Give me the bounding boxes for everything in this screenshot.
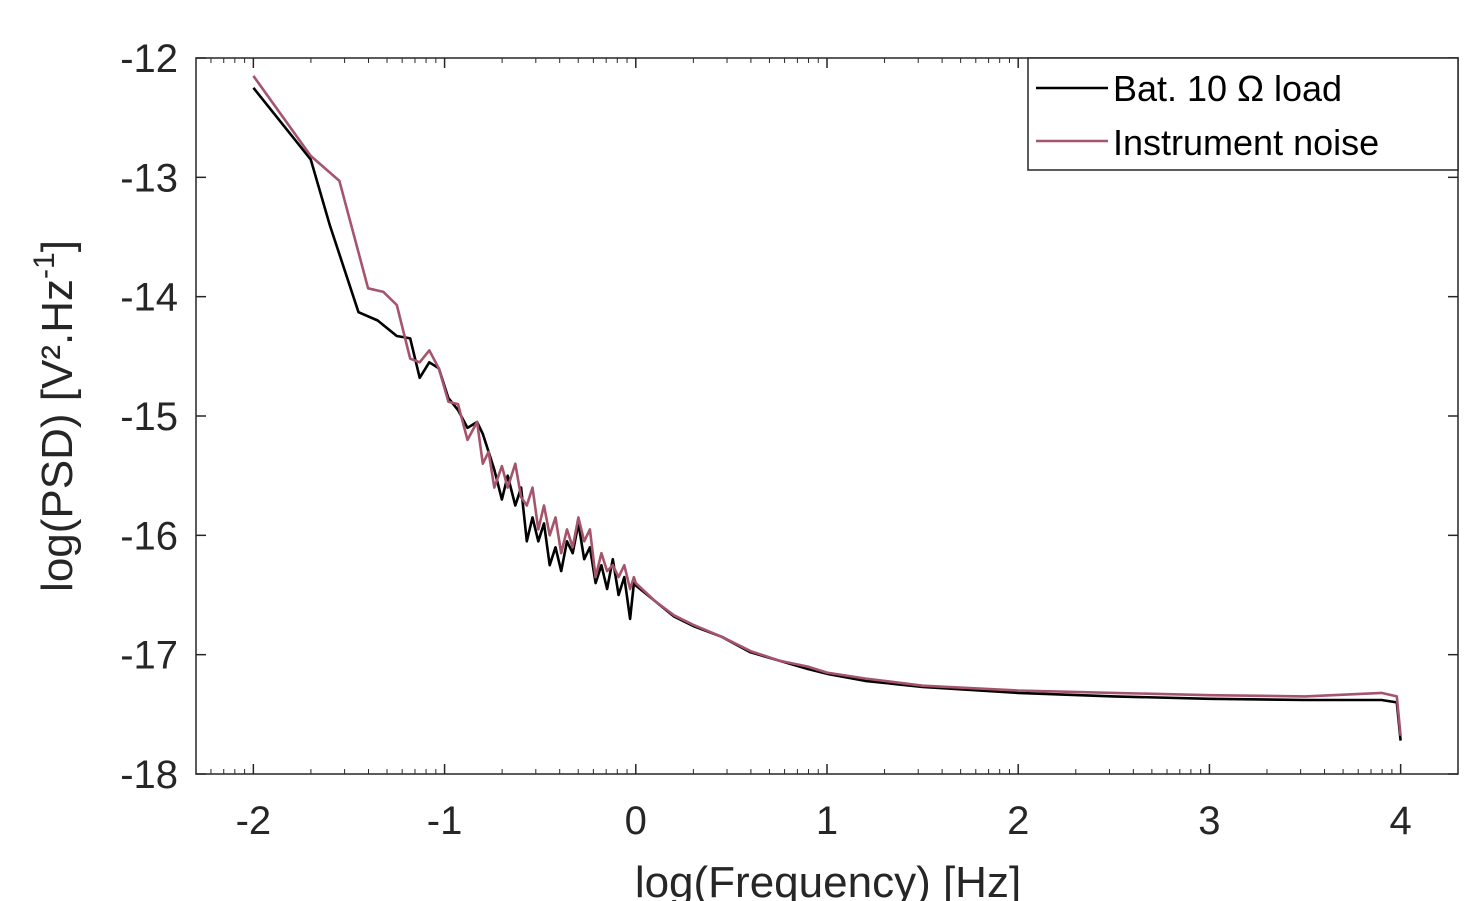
y-tick-label: -16 xyxy=(120,514,178,558)
x-tick-label: 4 xyxy=(1390,799,1412,843)
y-tick-label: -14 xyxy=(120,276,178,320)
y-axis-label: log(PSD) [V².Hz-1] xyxy=(28,240,82,592)
y-tick-label: -13 xyxy=(120,156,178,200)
x-axis-label: log(Frequency) [Hz] xyxy=(635,858,1021,901)
y-axis-label-close: ] xyxy=(33,240,82,252)
y-tick-label: -12 xyxy=(120,37,178,81)
y-axis-label-superscript: -1 xyxy=(28,252,61,279)
x-tick-label: 3 xyxy=(1198,799,1220,843)
y-tick-label: -18 xyxy=(120,753,178,797)
tick-labels: -2 -1 0 1 2 3 4 -12 -13 -14 -15 -16 -17 -18 xyxy=(120,37,1412,843)
legend-box xyxy=(1027,57,1459,171)
x-tick-label: 0 xyxy=(625,799,647,843)
plot-area xyxy=(252,75,1402,741)
y-tick-label: -17 xyxy=(120,634,178,678)
series-line-instrument xyxy=(252,75,1402,736)
x-tick-label: -1 xyxy=(427,799,463,843)
y-axis-label-main: log(PSD) [V².Hz xyxy=(33,279,82,592)
legend-label-instrument: Instrument noise xyxy=(1113,122,1379,163)
x-tick-label: 1 xyxy=(816,799,838,843)
x-tick-label: -2 xyxy=(236,799,272,843)
x-tick-label: 2 xyxy=(1007,799,1029,843)
legend: Bat. 10 Ω load Instrument noise xyxy=(1027,57,1459,171)
legend-label-battery: Bat. 10 Ω load xyxy=(1113,68,1342,109)
series-line-battery xyxy=(252,86,1402,741)
y-tick-label: -15 xyxy=(120,395,178,439)
